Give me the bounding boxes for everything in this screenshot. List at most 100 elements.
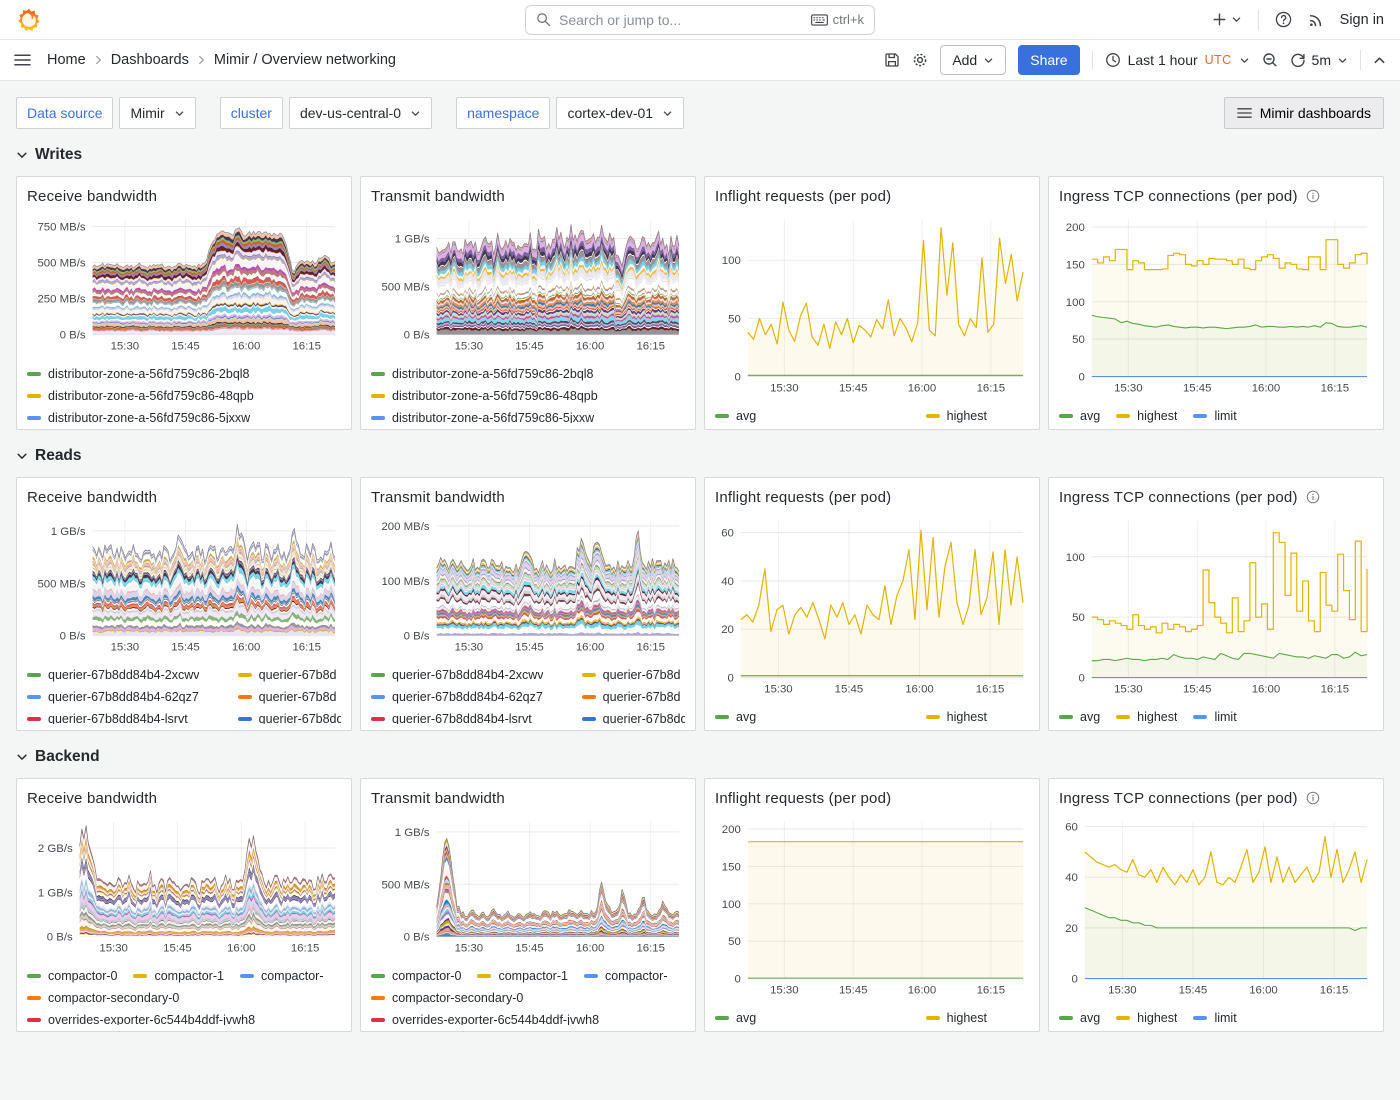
panel-header[interactable]: Receive bandwidth	[27, 183, 341, 209]
info-icon[interactable]	[1306, 189, 1320, 203]
refresh-picker[interactable]: 5m	[1290, 52, 1348, 68]
legend-item[interactable]: querier-67b8dd84b4-2xcwv	[27, 668, 222, 682]
info-icon[interactable]	[1306, 791, 1320, 805]
legend-item[interactable]: compactor-1	[477, 969, 568, 983]
panel-header[interactable]: Receive bandwidth	[27, 484, 341, 510]
panel-header[interactable]: Transmit bandwidth	[371, 785, 685, 811]
legend-item[interactable]: querier-67b8dd84b4-lsrvt	[27, 712, 222, 724]
chart-timeseries[interactable]: 200 150 100 50 0 15:30 15:45 16:00 16:15	[715, 813, 1029, 1004]
legend-item[interactable]: avg	[715, 1011, 910, 1025]
svg-text:16:00: 16:00	[576, 341, 605, 353]
legend-item[interactable]: distributor-zone-a-56fd759c86-2bql8	[27, 367, 250, 381]
chart-timeseries[interactable]: 100 50 0 15:30 15:45 16:00 16:15	[715, 211, 1029, 402]
legend-item[interactable]: highest	[1116, 1011, 1177, 1025]
panel-header[interactable]: Ingress TCP connections (per pod)	[1059, 183, 1373, 209]
panel-header[interactable]: Transmit bandwidth	[371, 484, 685, 510]
section-header-reads[interactable]: Reads	[16, 444, 1384, 468]
panel-header[interactable]: Ingress TCP connections (per pod)	[1059, 484, 1373, 510]
legend-item[interactable]: querier-67b8d	[237, 668, 337, 682]
panel-header[interactable]: Transmit bandwidth	[371, 183, 685, 209]
legend-item[interactable]: highest	[1116, 710, 1177, 724]
panel-title: Inflight requests (per pod)	[715, 488, 892, 506]
legend-item[interactable]: compactor-secondary-0	[27, 991, 179, 1005]
panel-header[interactable]: Inflight requests (per pod)	[715, 183, 1029, 209]
legend-item[interactable]: distributor-zone-a-56fd759c86-48qpb	[27, 389, 254, 403]
legend-item[interactable]: distributor-zone-a-56fd759c86-5jxxw	[27, 411, 250, 423]
chevron-down-icon	[1239, 55, 1250, 66]
chart-stacked-area[interactable]: 2 GB/s 1 GB/s 0 B/s 15:30 15:45 16:00 16:15	[27, 813, 341, 962]
zoom-out-button[interactable]	[1262, 52, 1278, 68]
time-range-picker[interactable]: Last 1 hour UTC	[1105, 52, 1250, 68]
share-button[interactable]: Share	[1018, 45, 1080, 75]
legend-item[interactable]: overrides-exporter-6c544b4ddf-jvwh8	[371, 1013, 599, 1025]
legend-item[interactable]: overrides-exporter-6c544b4ddf-jvwh8	[27, 1013, 255, 1025]
legend-item[interactable]: querier-67b8dd84b4-62qz7	[371, 690, 566, 704]
legend-item[interactable]: highest	[925, 710, 987, 724]
legend-item[interactable]: highest	[925, 1011, 987, 1025]
chart-timeseries[interactable]: 200 150 100 50 0 15:30 15:45 16:00 16:15	[1059, 211, 1373, 402]
cluster-select[interactable]: dev-us-central-0	[288, 97, 433, 129]
legend-item[interactable]: compactor-1	[133, 969, 224, 983]
legend-item[interactable]: highest	[925, 409, 987, 423]
namespace-select[interactable]: cortex-dev-01	[556, 97, 685, 129]
chart-stacked-area[interactable]: 200 MB/s 100 MB/s 0 B/s 15:30 15:45 16:00 16:1…	[371, 512, 685, 661]
news-button[interactable]	[1308, 12, 1324, 28]
collapse-toolbar-button[interactable]	[1373, 54, 1386, 67]
datasource-select[interactable]: Mimir	[119, 97, 196, 129]
chart-timeseries[interactable]: 60 40 20 0 15:30 15:45 16:00 16:15	[1059, 813, 1373, 1004]
legend-item[interactable]: avg	[1059, 1011, 1100, 1025]
legend-item[interactable]: compactor-	[583, 969, 668, 983]
mimir-dashboards-button[interactable]: Mimir dashboards	[1223, 97, 1384, 129]
legend-item[interactable]: limit	[1193, 409, 1237, 423]
info-icon[interactable]	[1306, 490, 1320, 504]
chart-timeseries[interactable]: 60 40 20 0 15:30 15:45 16:00 16:15	[715, 512, 1029, 703]
panel-header[interactable]: Receive bandwidth	[27, 785, 341, 811]
legend-item[interactable]: distributor-zone-a-56fd759c86-2bql8	[371, 367, 594, 381]
legend-item[interactable]: querier-67b8dd8	[581, 712, 685, 724]
legend-item[interactable]: querier-67b8d	[237, 690, 337, 704]
legend-item[interactable]: compactor-secondary-0	[371, 991, 523, 1005]
legend-item[interactable]: querier-67b8d	[581, 690, 681, 704]
legend-item[interactable]: avg	[715, 710, 910, 724]
svg-text:15:45: 15:45	[163, 943, 192, 955]
legend-item[interactable]: limit	[1193, 710, 1237, 724]
svg-text:15:45: 15:45	[839, 382, 868, 394]
legend-item[interactable]: distributor-zone-a-56fd759c86-5jxxw	[371, 411, 594, 423]
legend-item[interactable]: compactor-	[239, 969, 324, 983]
grafana-logo[interactable]	[16, 7, 42, 33]
dashboard-settings-button[interactable]	[912, 52, 928, 68]
panel-header[interactable]: Inflight requests (per pod)	[715, 484, 1029, 510]
chart-stacked-area[interactable]: 750 MB/s 500 MB/s 250 MB/s 0 B/s 15:30 15:45 1…	[27, 211, 341, 360]
sign-in-link[interactable]: Sign in	[1339, 11, 1384, 28]
legend-item[interactable]: querier-67b8dd84b4-62qz7	[27, 690, 222, 704]
legend-item[interactable]: avg	[1059, 710, 1100, 724]
legend-item[interactable]: querier-67b8d	[581, 668, 681, 682]
legend-item[interactable]: compactor-0	[371, 969, 461, 983]
legend-item[interactable]: avg	[1059, 409, 1100, 423]
search-input[interactable]: Search or jump to... ctrl+k	[525, 4, 875, 35]
legend-item[interactable]: querier-67b8dd84b4-2xcwv	[371, 668, 566, 682]
breadcrumb-home[interactable]: Home	[47, 52, 86, 68]
save-dashboard-button[interactable]	[884, 52, 900, 68]
panel-header[interactable]: Ingress TCP connections (per pod)	[1059, 785, 1373, 811]
new-button[interactable]	[1212, 12, 1242, 27]
section-header-backend[interactable]: Backend	[16, 745, 1384, 769]
section-header-writes[interactable]: Writes	[16, 143, 1384, 167]
chart-stacked-area[interactable]: 1 GB/s 500 MB/s 0 B/s 15:30 15:45 16:00 16:15	[27, 512, 341, 661]
add-panel-button[interactable]: Add	[940, 45, 1007, 75]
breadcrumb-dashboards[interactable]: Dashboards	[110, 52, 189, 68]
chart-stacked-area[interactable]: 1 GB/s 500 MB/s 0 B/s 15:30 15:45 16:00 16:15	[371, 813, 685, 962]
legend-item[interactable]: highest	[1116, 409, 1177, 423]
legend-item[interactable]: querier-67b8dd8	[237, 712, 341, 724]
legend-item[interactable]: compactor-0	[27, 969, 117, 983]
legend-item[interactable]: limit	[1193, 1011, 1237, 1025]
chart-timeseries[interactable]: 100 50 0 15:30 15:45 16:00 16:15	[1059, 512, 1373, 703]
help-button[interactable]	[1275, 11, 1292, 28]
mega-menu-button[interactable]	[14, 53, 31, 67]
legend-item[interactable]: distributor-zone-a-56fd759c86-48qpb	[371, 389, 598, 403]
legend-label: querier-67b8dd84b4-lsrvt	[48, 712, 188, 724]
legend-item[interactable]: querier-67b8dd84b4-lsrvt	[371, 712, 566, 724]
legend-item[interactable]: avg	[715, 409, 910, 423]
panel-header[interactable]: Inflight requests (per pod)	[715, 785, 1029, 811]
chart-stacked-area[interactable]: 1 GB/s 500 MB/s 0 B/s 15:30 15:45 16:00 16:15	[371, 211, 685, 360]
